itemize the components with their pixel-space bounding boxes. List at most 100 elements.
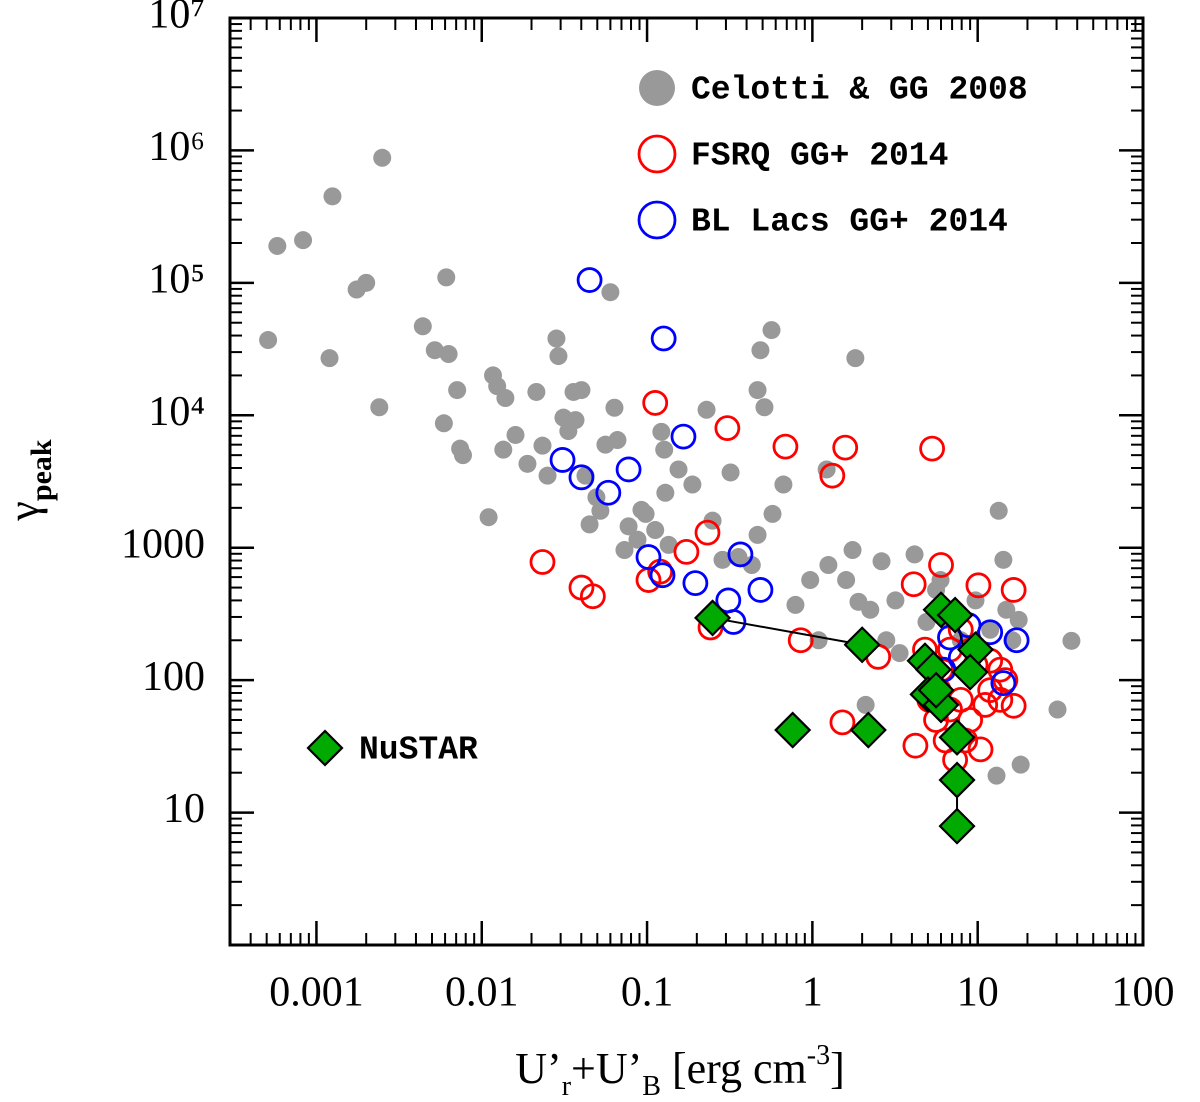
point bbox=[496, 389, 515, 408]
point bbox=[742, 556, 761, 575]
point bbox=[323, 187, 342, 206]
point bbox=[608, 431, 627, 450]
y-tick-label: 1000 bbox=[121, 521, 205, 567]
x-axis-label-part: r bbox=[562, 1071, 572, 1102]
point bbox=[763, 504, 782, 523]
point bbox=[936, 596, 974, 634]
point bbox=[673, 538, 700, 565]
point bbox=[992, 667, 1019, 694]
point bbox=[615, 541, 634, 560]
point bbox=[601, 283, 620, 302]
legend-label: BL Lacs GG+ 2014 bbox=[691, 204, 1008, 241]
point bbox=[861, 600, 880, 619]
point bbox=[977, 619, 1004, 646]
point bbox=[747, 577, 774, 603]
point bbox=[714, 415, 741, 442]
legend-label: NuSTAR bbox=[359, 732, 478, 769]
point bbox=[972, 692, 999, 718]
point bbox=[886, 591, 905, 610]
point bbox=[576, 267, 603, 293]
point bbox=[990, 670, 1017, 696]
point bbox=[268, 236, 287, 255]
y-tick-label: 10⁴ bbox=[148, 389, 205, 435]
point bbox=[1000, 577, 1027, 603]
point bbox=[642, 390, 669, 416]
point bbox=[448, 381, 467, 400]
point bbox=[1003, 627, 1030, 654]
point bbox=[595, 479, 622, 506]
point bbox=[1048, 700, 1067, 719]
point bbox=[819, 462, 846, 489]
point bbox=[727, 541, 754, 568]
x-axis-label-part: ] bbox=[830, 1044, 845, 1093]
point bbox=[572, 381, 591, 400]
point bbox=[849, 711, 887, 749]
point bbox=[965, 572, 992, 599]
point bbox=[938, 807, 976, 845]
legend-item: BL Lacs GG+ 2014 bbox=[637, 200, 1008, 241]
point bbox=[628, 530, 647, 549]
point bbox=[437, 268, 456, 287]
point bbox=[748, 381, 767, 400]
point bbox=[357, 273, 376, 292]
point bbox=[591, 501, 610, 520]
point bbox=[938, 718, 976, 756]
point bbox=[951, 653, 989, 691]
point bbox=[549, 447, 576, 473]
x-tick-label: 0.01 bbox=[445, 970, 519, 1016]
y-tick-label: 10⁶ bbox=[148, 124, 205, 170]
point bbox=[1062, 631, 1081, 650]
x-tick-label: 10 bbox=[957, 970, 999, 1016]
point bbox=[579, 583, 606, 610]
legend-item: FSRQ GG+ 2014 bbox=[637, 134, 948, 175]
point bbox=[413, 317, 432, 336]
point bbox=[786, 595, 805, 614]
y-tick-label: 100 bbox=[142, 654, 205, 700]
x-tick-label: 0.001 bbox=[269, 970, 364, 1016]
x-axis-label-part: +U’ bbox=[571, 1044, 642, 1093]
point bbox=[890, 644, 909, 663]
legend-label: FSRQ GG+ 2014 bbox=[691, 138, 948, 175]
point bbox=[453, 446, 472, 465]
point bbox=[518, 454, 537, 473]
point bbox=[425, 341, 444, 360]
point bbox=[819, 556, 838, 575]
point bbox=[549, 347, 568, 366]
point bbox=[639, 70, 675, 106]
point bbox=[370, 398, 389, 417]
point bbox=[619, 517, 638, 536]
point bbox=[637, 200, 677, 240]
point bbox=[856, 695, 875, 714]
point bbox=[373, 148, 392, 167]
point bbox=[506, 425, 525, 444]
point bbox=[605, 398, 624, 417]
point bbox=[637, 134, 677, 174]
point bbox=[837, 571, 856, 590]
point bbox=[527, 382, 546, 401]
point bbox=[533, 436, 552, 455]
point bbox=[751, 341, 770, 360]
point bbox=[694, 599, 732, 637]
connector bbox=[712, 616, 863, 646]
point bbox=[832, 434, 859, 461]
point bbox=[669, 460, 688, 479]
point bbox=[928, 552, 954, 578]
point bbox=[434, 414, 453, 433]
point bbox=[905, 545, 924, 564]
point bbox=[902, 732, 929, 759]
point bbox=[787, 627, 814, 654]
point bbox=[306, 729, 344, 767]
point bbox=[494, 440, 513, 459]
point bbox=[900, 571, 927, 598]
point bbox=[1011, 755, 1030, 774]
x-axis-label-part: U’ bbox=[515, 1044, 561, 1093]
point bbox=[294, 231, 313, 250]
point bbox=[843, 626, 881, 664]
point bbox=[989, 501, 1008, 520]
point bbox=[650, 325, 677, 352]
point bbox=[320, 349, 339, 368]
point bbox=[772, 433, 799, 460]
x-tick-label: 100 bbox=[1112, 970, 1175, 1016]
x-tick-label: 1 bbox=[802, 970, 823, 1016]
